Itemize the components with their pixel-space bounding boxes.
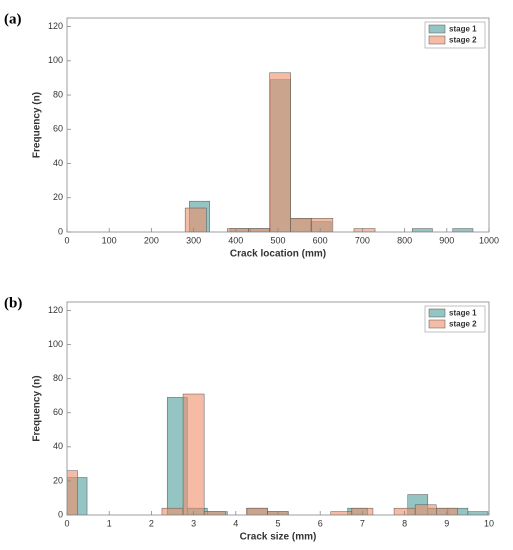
x-tick-label: 0	[64, 518, 69, 528]
legend-label: stage 1	[449, 25, 477, 34]
bar	[353, 228, 376, 232]
y-tick-label: 60	[53, 407, 63, 417]
bar	[182, 393, 205, 515]
x-tick-label: 2	[149, 518, 154, 528]
x-tick-label: 5	[275, 518, 280, 528]
bar	[311, 218, 334, 232]
y-tick-label: 100	[48, 55, 63, 65]
x-tick-label: 10	[484, 518, 494, 528]
x-tick-label: 0	[64, 235, 69, 245]
bar	[246, 507, 268, 515]
panel-label: (b)	[4, 295, 22, 311]
bar	[452, 228, 474, 232]
bar	[184, 207, 207, 232]
x-tick-label: 900	[439, 235, 454, 245]
chart: (b) 0 20 40 60 80 100 120 0 1 2 3 4 5 6 7 8 9 10 Crack size…	[4, 295, 494, 542]
x-tick-label: 800	[397, 235, 412, 245]
chart: (a) 0 20 40 60 80 100 120 0 100 200 300 400 500 600 700…	[4, 11, 499, 259]
x-tick-label: 700	[355, 235, 370, 245]
legend-label: stage 2	[449, 36, 477, 45]
legend: stage 1 stage 2	[424, 305, 486, 333]
x-tick-label: 1000	[479, 235, 499, 245]
x-tick-label: 600	[313, 235, 328, 245]
y-tick-label: 0	[58, 509, 63, 519]
y-tick-label: 80	[53, 373, 63, 383]
legend: stage 1 stage 2	[424, 21, 486, 49]
y-tick-label: 20	[53, 475, 63, 485]
bar	[227, 228, 249, 232]
x-axis-label: Crack size (mm)	[240, 532, 317, 543]
legend-swatch	[428, 35, 446, 45]
x-tick-label: 7	[360, 518, 365, 528]
x-axis-label: Crack location (mm)	[230, 249, 326, 260]
bar	[269, 72, 291, 232]
bars	[67, 393, 489, 515]
x-tick-label: 6	[318, 518, 323, 528]
x-tick-label: 4	[233, 518, 238, 528]
legend-swatch	[428, 319, 446, 329]
bar	[414, 504, 437, 515]
bar	[290, 218, 313, 232]
x-tick-label: 100	[102, 235, 117, 245]
x-tick-label: 3	[191, 518, 196, 528]
bar	[248, 228, 270, 232]
bars	[184, 72, 474, 232]
x-tick-label: 500	[270, 235, 285, 245]
panel-label: (a)	[4, 11, 22, 27]
x-tick-label: 300	[186, 235, 201, 245]
y-tick-label: 20	[53, 192, 63, 202]
legend-label: stage 2	[449, 320, 477, 329]
x-tick-label: 8	[402, 518, 407, 528]
y-tick-label: 80	[53, 89, 63, 99]
y-tick-label: 100	[48, 339, 63, 349]
y-tick-label: 0	[58, 226, 63, 236]
bar	[411, 228, 433, 232]
x-tick-label: 1	[107, 518, 112, 528]
x-tick-label: 9	[444, 518, 449, 528]
y-tick-label: 120	[48, 305, 63, 315]
y-axis-label: Frequency (n)	[32, 92, 43, 158]
legend-swatch	[428, 24, 446, 34]
y-tick-label: 120	[48, 21, 63, 31]
x-tick-label: 400	[228, 235, 243, 245]
bar	[203, 511, 226, 515]
y-axis-label: Frequency (n)	[32, 375, 43, 441]
legend-swatch	[428, 308, 446, 318]
y-tick-label: 40	[53, 158, 63, 168]
bar	[467, 511, 489, 515]
y-tick-label: 60	[53, 124, 63, 134]
bar	[330, 511, 353, 515]
x-tick-label: 200	[144, 235, 159, 245]
bar	[161, 507, 184, 515]
plot-frame	[66, 301, 490, 516]
y-tick-label: 40	[53, 441, 63, 451]
legend-label: stage 1	[449, 309, 477, 318]
